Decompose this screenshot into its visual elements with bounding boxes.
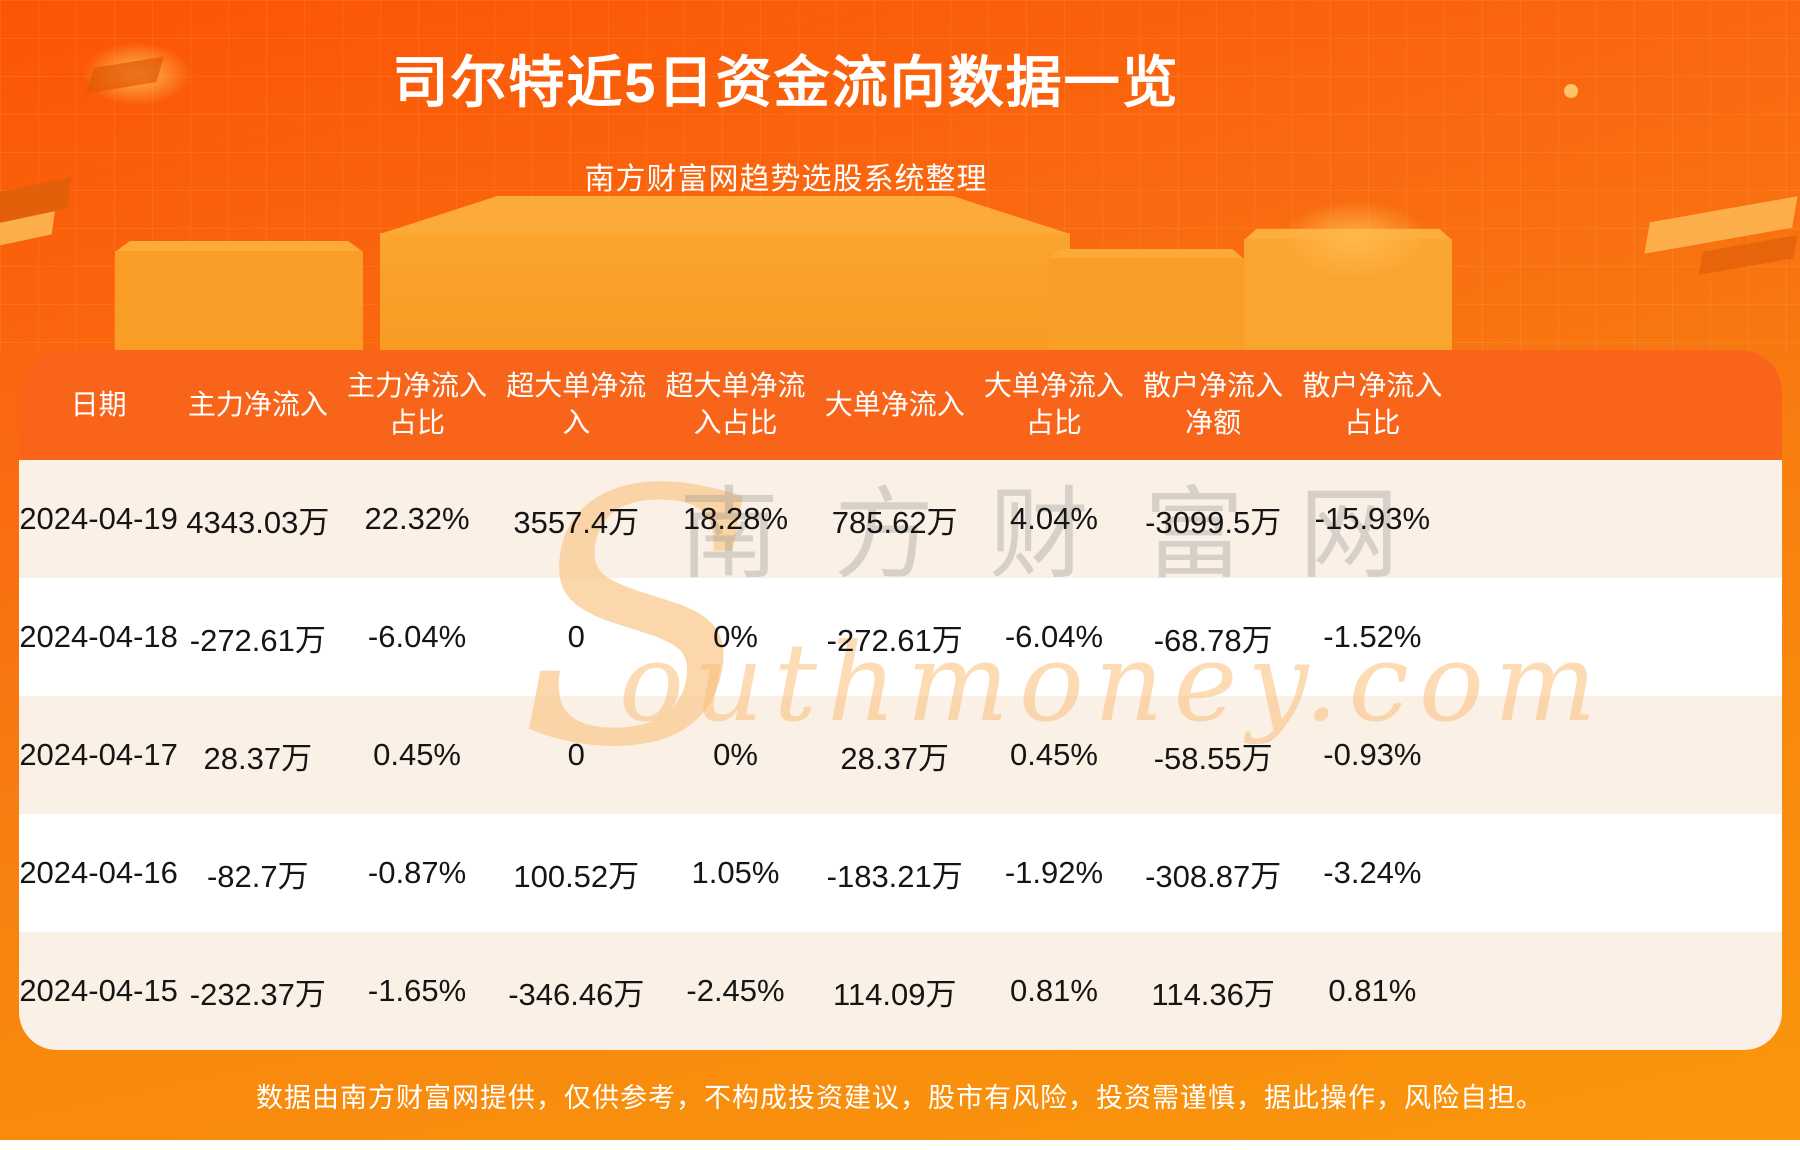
table-cell: 28.37万 <box>840 740 949 776</box>
table-cell: 0% <box>713 619 758 654</box>
column-header-line: 超大单净流 <box>665 370 806 402</box>
table-cell: 0 <box>567 737 585 772</box>
column-header-line: 超大单净流 <box>506 370 647 402</box>
column-header-line: 大单净流入 <box>983 370 1124 402</box>
column-header-line: 主力净流入 <box>187 388 328 420</box>
table-row: 2024-04-15 -232.37万 -1.65% -346.46万 -2.4… <box>19 932 1782 1050</box>
table-cell: 28.37万 <box>203 740 313 776</box>
table-cell: -308.87万 <box>1145 858 1282 894</box>
column-header-line: 散户净流入 <box>1143 370 1284 402</box>
table-cell: 785.62万 <box>831 504 958 540</box>
podium-right-front-face <box>1048 258 1244 352</box>
podium-right-top-face <box>1048 249 1244 259</box>
column-header-line: 主力净流入 <box>347 370 488 402</box>
column-header-line: 占比 <box>1025 407 1082 438</box>
table-cell: 4.04% <box>1009 501 1098 536</box>
table-cell: 0.81% <box>1328 973 1417 1008</box>
table-cell: -1.92% <box>1004 855 1104 890</box>
column-header-retail-net-inflow-ratio: 散户净流入 占比 <box>1293 350 1452 460</box>
table-cell: -2.45% <box>686 973 785 1008</box>
table-cell: -3.24% <box>1323 855 1422 890</box>
glow-decoration-right <box>1280 200 1430 280</box>
podium-center-front-face <box>380 233 1070 352</box>
column-header-large-order-net-inflow-ratio: 大单净流入 占比 <box>974 350 1133 460</box>
page-header: 司尔特近5日资金流向数据一览 南方财富网趋势选股系统整理 <box>0 0 1800 198</box>
table-row: 2024-04-17 28.37万 0.45% 0 0% 28.37万 0.45… <box>19 696 1782 814</box>
column-header-xl-order-net-inflow-ratio: 超大单净流 入占比 <box>656 350 815 460</box>
column-header-date: 日期 <box>19 350 178 460</box>
table-cell: 0 <box>567 619 585 654</box>
table-cell: -6.04% <box>367 619 467 654</box>
table-cell: 0.45% <box>1009 737 1098 772</box>
table-cell: 0.45% <box>373 737 461 772</box>
podium-center-top-face <box>380 196 1070 234</box>
table-cell: -0.87% <box>367 855 467 890</box>
table-cell: -272.61万 <box>826 622 963 658</box>
table-cell: -183.21万 <box>826 858 963 894</box>
column-header-line: 入占比 <box>693 407 778 438</box>
table-cell: -15.93% <box>1314 501 1431 536</box>
table-cell: -0.93% <box>1323 737 1422 772</box>
column-header-line: 占比 <box>389 407 446 438</box>
table-cell-date: 2024-04-18 <box>19 619 178 654</box>
table-cell: 0% <box>713 737 758 772</box>
table-cell: -272.61万 <box>189 622 326 658</box>
table-cell-date: 2024-04-15 <box>19 973 178 1008</box>
column-header-line: 大单净流入 <box>824 388 965 420</box>
table-cell: 4343.03万 <box>186 504 330 540</box>
column-header-main-net-inflow: 主力净流入 <box>178 350 337 460</box>
table-cell: -82.7万 <box>206 858 309 894</box>
column-header-retail-net-inflow: 散户净流入 净额 <box>1134 350 1293 460</box>
table-cell: -58.55万 <box>1153 740 1273 776</box>
table-row: 2024-04-19 4343.03万 22.32% 3557.4万 18.28… <box>19 460 1782 578</box>
disclaimer-text: 数据由南方财富网提供，仅供参考，不构成投资建议，股市有风险，投资需谨慎，据此操作… <box>256 1082 1544 1113</box>
table-cell: -68.78万 <box>1153 622 1273 658</box>
table-cell: 1.05% <box>691 855 780 890</box>
column-header-spacer <box>1452 350 1782 460</box>
table-cell: 3557.4万 <box>513 504 640 540</box>
podium-left-top-face <box>115 241 363 252</box>
table-cell: 114.09万 <box>832 976 957 1012</box>
column-header-large-order-net-inflow: 大单净流入 <box>815 350 974 460</box>
table-header-row: 日期 主力净流入 主力净流入 占比 超大单净流 入 超大单净流 入占比 大单净流… <box>19 350 1782 460</box>
column-header-line: 散户净流入 <box>1302 370 1443 402</box>
table-cell: -3099.5万 <box>1145 504 1282 540</box>
table-cell: -232.37万 <box>189 976 326 1012</box>
bottom-white-strip <box>0 1140 1800 1150</box>
table-cell: -1.52% <box>1323 619 1422 654</box>
column-header-line: 入 <box>562 407 591 438</box>
dot-decoration-right <box>1564 84 1578 98</box>
podium-left-front-face <box>115 251 363 352</box>
column-header-line: 净额 <box>1185 407 1242 438</box>
page-subtitle: 南方财富网趋势选股系统整理 <box>584 162 988 196</box>
table-cell: 114.36万 <box>1151 976 1275 1012</box>
table-cell: -6.04% <box>1004 619 1104 654</box>
table-cell-date: 2024-04-19 <box>19 501 178 536</box>
table-cell: 100.52万 <box>513 858 640 894</box>
column-header-main-net-inflow-ratio: 主力净流入 占比 <box>337 350 496 460</box>
column-header-line: 占比 <box>1344 407 1401 438</box>
table-cell-date: 2024-04-16 <box>19 855 178 890</box>
table-cell-date: 2024-04-17 <box>19 737 178 772</box>
column-header-line: 日期 <box>70 388 127 420</box>
column-header-xl-order-net-inflow: 超大单净流 入 <box>497 350 656 460</box>
table-cell: -346.46万 <box>508 976 645 1012</box>
table-cell: 22.32% <box>364 501 470 536</box>
fund-flow-table: 日期 主力净流入 主力净流入 占比 超大单净流 入 超大单净流 入占比 大单净流… <box>19 350 1782 1050</box>
page-title: 司尔特近5日资金流向数据一览 <box>392 51 1180 114</box>
table-row: 2024-04-16 -82.7万 -0.87% 100.52万 1.05% -… <box>19 814 1782 932</box>
table-row: 2024-04-18 -272.61万 -6.04% 0 0% -272.61万… <box>19 578 1782 696</box>
table-cell: -1.65% <box>367 973 467 1008</box>
table-cell: 0.81% <box>1009 973 1098 1008</box>
footer-band: 数据由南方财富网提供，仅供参考，不构成投资建议，股市有风险，投资需谨慎，据此操作… <box>0 1050 1800 1140</box>
table-cell: 18.28% <box>682 501 789 536</box>
